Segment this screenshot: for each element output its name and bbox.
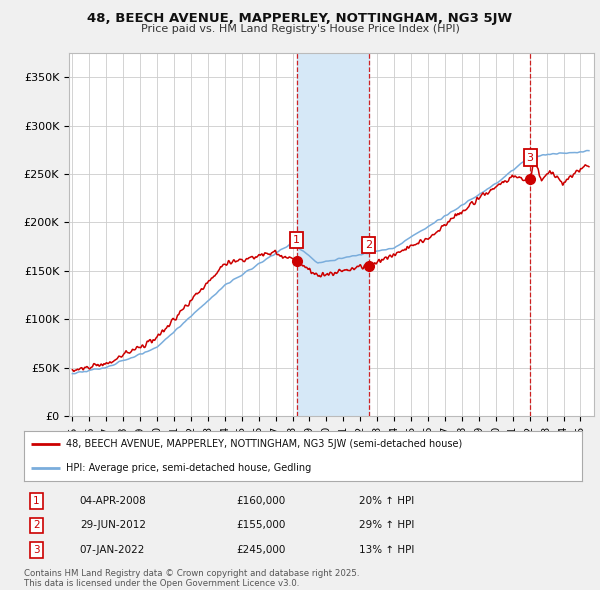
- Text: £155,000: £155,000: [236, 520, 286, 530]
- Text: 3: 3: [527, 153, 533, 163]
- Text: Contains HM Land Registry data © Crown copyright and database right 2025.
This d: Contains HM Land Registry data © Crown c…: [24, 569, 359, 588]
- Text: 2: 2: [365, 240, 373, 250]
- Text: £160,000: £160,000: [236, 496, 285, 506]
- Bar: [297, 53, 369, 416]
- Text: 07-JAN-2022: 07-JAN-2022: [80, 545, 145, 555]
- Text: 13% ↑ HPI: 13% ↑ HPI: [359, 545, 414, 555]
- Text: 48, BEECH AVENUE, MAPPERLEY, NOTTINGHAM, NG3 5JW: 48, BEECH AVENUE, MAPPERLEY, NOTTINGHAM,…: [88, 12, 512, 25]
- Text: 48, BEECH AVENUE, MAPPERLEY, NOTTINGHAM, NG3 5JW (semi-detached house): 48, BEECH AVENUE, MAPPERLEY, NOTTINGHAM,…: [66, 439, 462, 449]
- Text: HPI: Average price, semi-detached house, Gedling: HPI: Average price, semi-detached house,…: [66, 463, 311, 473]
- Text: 29% ↑ HPI: 29% ↑ HPI: [359, 520, 414, 530]
- Text: 04-APR-2008: 04-APR-2008: [80, 496, 146, 506]
- Text: 1: 1: [33, 496, 40, 506]
- Text: 3: 3: [33, 545, 40, 555]
- Text: Price paid vs. HM Land Registry's House Price Index (HPI): Price paid vs. HM Land Registry's House …: [140, 25, 460, 34]
- Text: £245,000: £245,000: [236, 545, 286, 555]
- Text: 29-JUN-2012: 29-JUN-2012: [80, 520, 146, 530]
- Text: 20% ↑ HPI: 20% ↑ HPI: [359, 496, 414, 506]
- Text: 1: 1: [293, 235, 300, 245]
- Text: 2: 2: [33, 520, 40, 530]
